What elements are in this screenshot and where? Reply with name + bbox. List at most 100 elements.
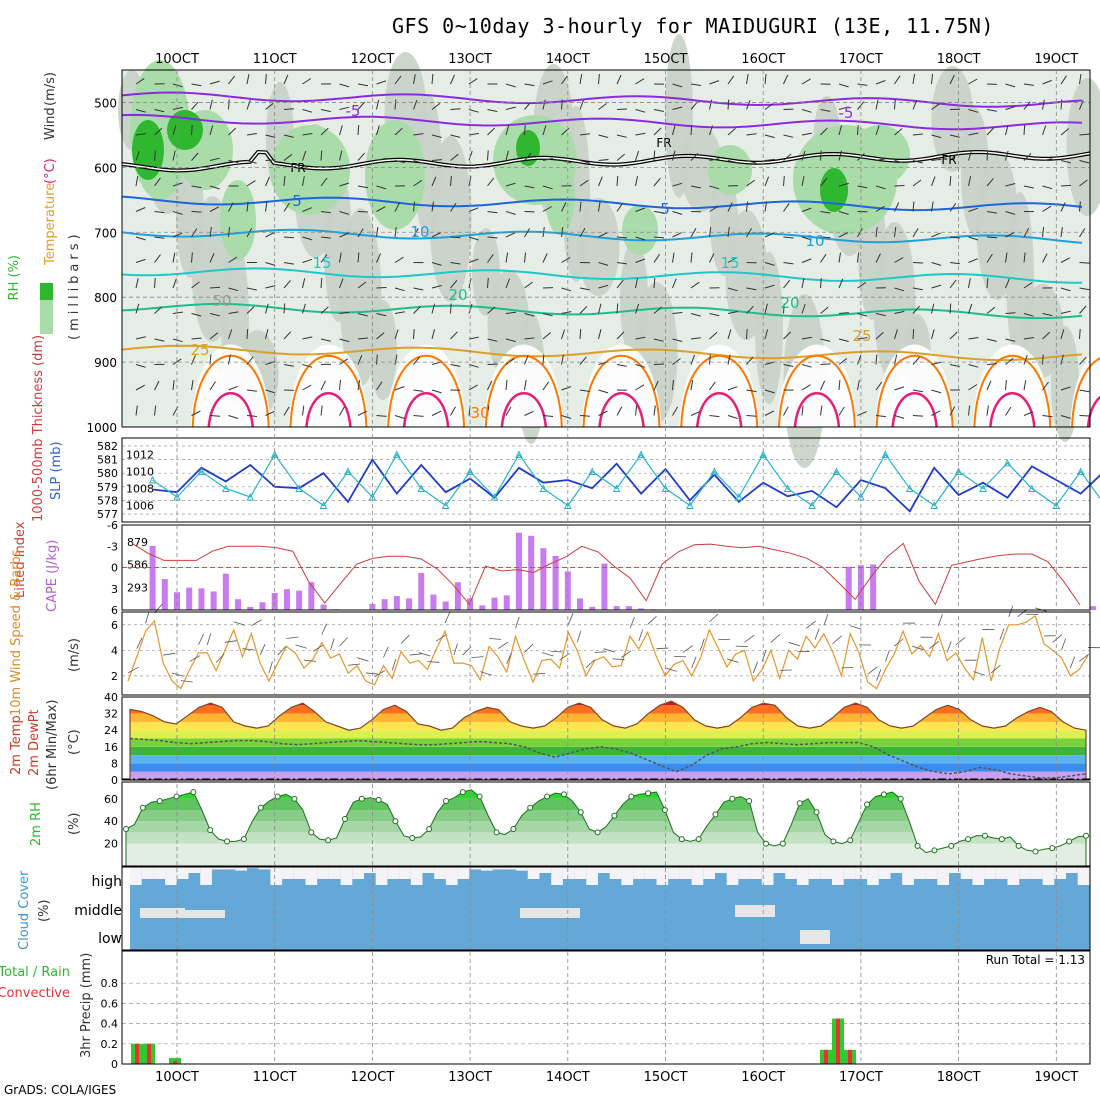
upper-units: (millibars) — [67, 230, 82, 340]
wind-barb — [616, 262, 627, 265]
wind-barb — [912, 74, 916, 85]
wind-barb — [135, 109, 146, 113]
wind-barb — [394, 329, 399, 340]
wind-barb — [801, 236, 812, 241]
rh2m-point — [139, 804, 146, 811]
temp2m-units: (°C) — [67, 729, 82, 755]
rh2m-point — [173, 793, 180, 800]
wind-barb — [820, 150, 822, 161]
temp2m-minmax: (6hr Min/Max) — [45, 700, 60, 790]
wind-barb — [875, 185, 886, 190]
wind-barb — [302, 278, 306, 289]
rh-moist-area — [270, 125, 350, 215]
wind-barb — [653, 380, 659, 391]
cloud-high-gap — [937, 867, 949, 885]
wind-barb — [172, 125, 177, 136]
wind10-barb — [638, 629, 644, 642]
pressure-tick: 800 — [94, 291, 117, 305]
precip-total-label: Total / Rain — [0, 965, 70, 980]
wind-barb — [838, 106, 849, 110]
wind-barb — [246, 99, 251, 110]
isotherm-30-loop — [289, 354, 368, 428]
wind-barb — [875, 381, 883, 391]
wind-barb — [191, 83, 202, 87]
rh2m-point — [779, 840, 786, 847]
wind-barb — [339, 125, 343, 136]
rh2m-point — [341, 815, 348, 822]
wind-barb — [154, 177, 161, 187]
wind-barb — [709, 125, 713, 136]
wind-barb — [339, 83, 350, 88]
cloud-high-gap — [247, 867, 259, 869]
wind-barb — [783, 153, 792, 161]
wind-barb — [746, 356, 754, 365]
wind-barb — [561, 415, 572, 419]
wind-barb — [857, 411, 867, 416]
wind-barb — [1042, 125, 1047, 136]
wind-barb — [764, 410, 775, 416]
isotherm-line — [121, 113, 1083, 131]
wind-barb — [339, 311, 350, 314]
wind-barb — [635, 384, 645, 391]
thickness-tick: 577 — [97, 508, 118, 521]
temp2m-tick: 24 — [104, 724, 118, 737]
wind10-barb — [295, 644, 307, 649]
wind-barb — [598, 159, 609, 161]
wind10-barb — [550, 650, 563, 653]
wind-barb — [653, 306, 662, 314]
wind-barb — [968, 364, 979, 368]
cape-bar — [430, 594, 437, 610]
wind-barb — [949, 153, 958, 161]
wind-barb — [413, 227, 419, 238]
isotherm-35-loop — [695, 392, 743, 428]
wind-barb — [468, 176, 472, 187]
cape-bar — [503, 595, 510, 610]
wind-barb — [468, 207, 479, 212]
wind-barb — [838, 125, 842, 136]
slp-point — [441, 501, 450, 509]
wind-barb — [727, 329, 732, 340]
wind-barb — [801, 109, 812, 113]
wind-barb — [431, 389, 442, 394]
wind-barb — [376, 415, 387, 417]
wind-barb — [653, 236, 665, 239]
slp-tick: 1010 — [126, 466, 154, 479]
wind-barb — [801, 207, 812, 212]
wind10-barb — [576, 630, 582, 643]
cloud-high-gap — [633, 867, 645, 879]
contour-label: FR — [656, 136, 671, 150]
precip-ylabel: 3hr Precip (mm) — [79, 953, 94, 1058]
wind-barb — [912, 228, 919, 238]
wind-barb — [764, 284, 775, 289]
wind-barb — [875, 331, 884, 340]
wind10-label: 10m Wind Speed & Barbs — [9, 549, 24, 716]
wind-barb — [1060, 287, 1071, 292]
rh2m-point — [1015, 842, 1022, 849]
wind-barb — [302, 364, 313, 368]
rh-shade-area — [369, 300, 397, 400]
wind-barb — [838, 312, 850, 314]
wind-barb — [912, 160, 923, 164]
wind10-barb — [761, 649, 767, 662]
wind-barb — [339, 380, 341, 391]
wind-barb — [912, 100, 918, 110]
wind-barb — [1023, 337, 1034, 340]
wind-barb — [727, 415, 738, 419]
wind10-barb — [242, 648, 255, 651]
wind-barb — [154, 150, 156, 161]
panel-frame — [121, 524, 1091, 611]
wind-barb — [986, 306, 996, 314]
wind-barb — [968, 384, 978, 391]
wind-barb — [912, 287, 923, 291]
rh2m-point — [1066, 838, 1073, 845]
rh-moist-area — [622, 205, 658, 255]
cape-bar — [613, 606, 620, 610]
wind-barb — [616, 303, 619, 314]
rh2m-point — [611, 812, 618, 819]
wind-barb — [986, 253, 993, 263]
cape-bar — [369, 603, 376, 610]
cape-bar — [418, 572, 425, 610]
wind-barb — [209, 99, 213, 110]
wind10-barb — [805, 620, 816, 629]
rh2m-point — [1083, 832, 1089, 839]
